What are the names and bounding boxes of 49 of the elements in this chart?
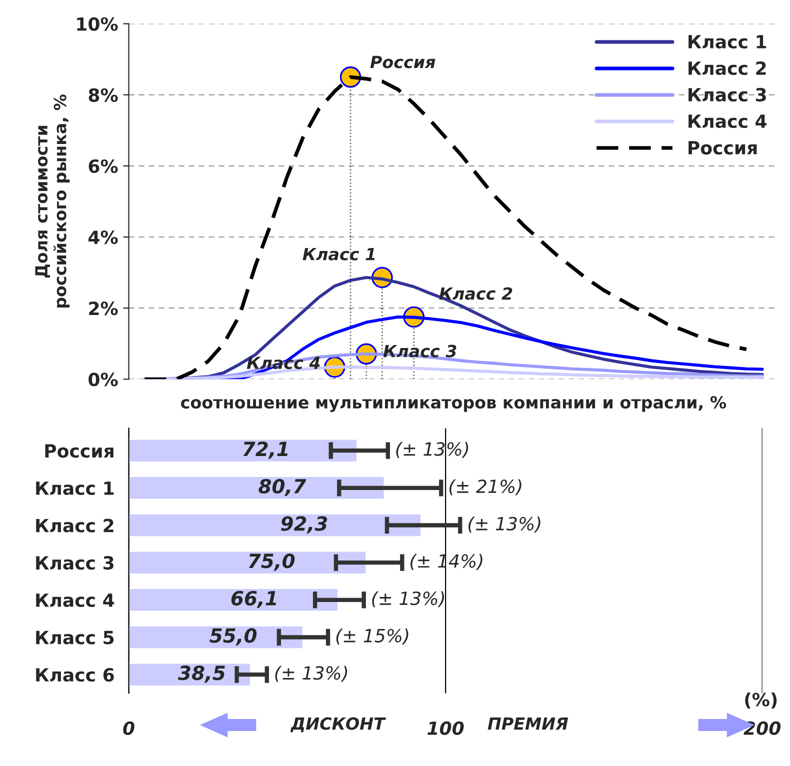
y-tick-label: 0% [88,372,118,386]
legend-label: Класс 4 [688,114,766,128]
bar [128,550,368,575]
legend-label: Класс 1 [688,35,766,49]
y-axis-title: Доля стоимости российского рынка, % [35,94,70,308]
y-tick-label: 2% [89,302,118,316]
annotation: Класс 3 [383,344,456,358]
y-tick-label: Россия [45,444,114,458]
y-tick-label: Класс 3 [36,556,114,570]
y-tick-label: 8% [88,88,118,102]
y-tick-label: Класс 1 [36,482,114,496]
x-tick-label: 0 [123,721,134,735]
legend-label: Россия [688,141,757,155]
y-tick-label: Класс 6 [36,668,114,682]
annotation: (%) [745,692,777,709]
annotation: Класс 4 [246,356,320,370]
legend-label: Класс 3 [688,88,766,102]
annotation: Класс 2 [439,287,512,300]
y-tick-label: Класс 2 [36,518,114,532]
data-label: 80,7 [258,478,306,496]
data-label: 92,3 [281,516,328,534]
y-tick-label: Класс 5 [36,630,114,644]
annotation: (± 13%) [468,516,540,533]
data-label: 66,1 [231,590,276,608]
data-label: 72,1 [243,442,288,459]
y-tick-label: 6% [88,159,118,174]
bar [128,438,358,463]
x-tick-label: 200 [744,721,781,735]
text: ПРЕМИЯ [488,717,568,730]
y-tick-label: Класс 4 [36,594,114,608]
data-label: 75,0 [248,554,295,571]
annotation: Россия [370,56,436,68]
annotation: (± 13%) [372,591,444,608]
text: ДИСКОНТ [290,717,386,732]
data-label: 38,5 [178,666,225,683]
legend-label: Класс 2 [688,61,766,76]
x-tick-label: 100 [427,721,464,735]
bar [128,588,339,612]
x-axis-title: соотношение мультипликаторов компании и отрасли, % [181,396,726,412]
data-label: 55,0 [210,628,257,646]
annotation: (± 13%) [275,666,348,682]
annotation: Класс 1 [302,248,375,260]
bar [128,476,386,500]
y-tick-label: 10% [77,17,118,31]
bar [128,624,304,650]
annotation: (± 21%) [449,479,522,496]
bar [128,512,422,538]
y-tick-label: 4% [88,230,118,244]
annotation: (± 15%) [336,628,408,645]
